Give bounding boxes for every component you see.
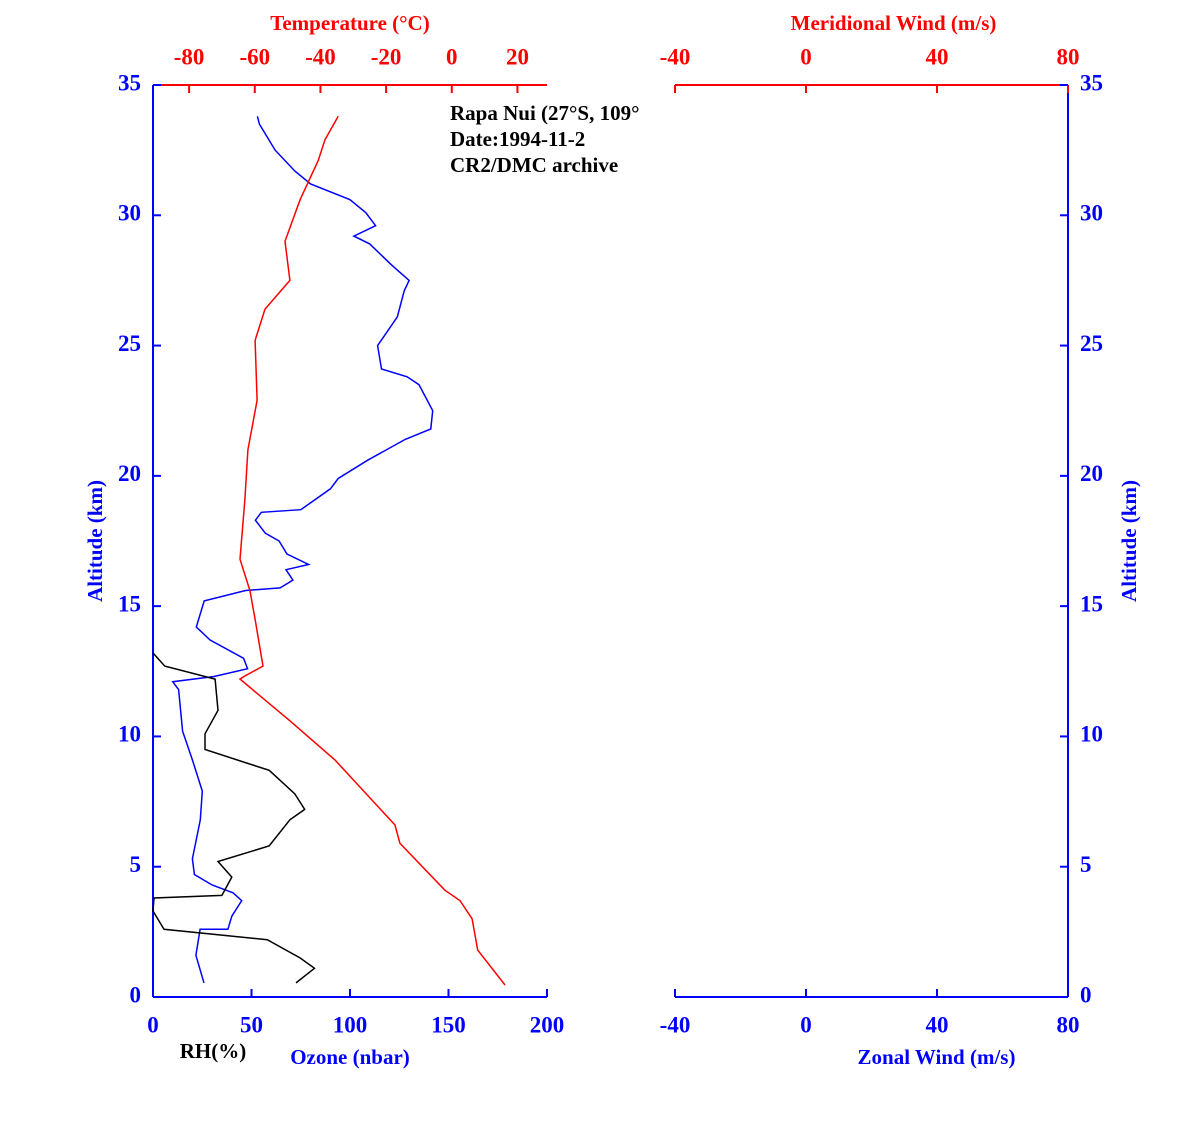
x-tick-label: 0 — [147, 1012, 159, 1037]
x2-axis-label: Meridional Wind (m/s) — [791, 11, 997, 35]
y-tick-label: 5 — [130, 852, 142, 877]
profile-line — [238, 115, 506, 986]
y-tick-label: 0 — [130, 982, 142, 1007]
y-tick-label: 25 — [1080, 331, 1103, 356]
annotation: Rapa Nui (27°S, 109° — [450, 101, 640, 125]
y-tick-label: 15 — [1080, 591, 1103, 616]
x-tick-label: 100 — [333, 1012, 368, 1037]
x-tick-label: 200 — [530, 1012, 565, 1037]
x2-tick-label: 0 — [446, 44, 458, 69]
annotation: Date:1994-11-2 — [450, 127, 585, 151]
y-tick-label: 30 — [1080, 201, 1103, 226]
x2-tick-label: -60 — [239, 44, 270, 69]
profile-line — [171, 116, 434, 984]
x-axis-label: Ozone (nbar) — [290, 1045, 410, 1069]
x2-tick-label: 20 — [506, 44, 529, 69]
x2-axis-label: Temperature (°C) — [270, 11, 429, 35]
y-tick-label: 35 — [118, 70, 141, 95]
x2-tick-label: -20 — [371, 44, 402, 69]
x2-tick-label: 80 — [1057, 44, 1080, 69]
x-tick-label: 40 — [926, 1012, 949, 1037]
x-axis-label: Zonal Wind (m/s) — [858, 1045, 1016, 1069]
profile-line — [152, 652, 316, 984]
x2-tick-label: -40 — [660, 44, 691, 69]
x-tick-label: 50 — [240, 1012, 263, 1037]
x-tick-label: 80 — [1057, 1012, 1080, 1037]
y-tick-label: 10 — [1080, 722, 1103, 747]
y-tick-label: 0 — [1080, 982, 1092, 1007]
rh-label: RH(%) — [180, 1039, 247, 1063]
y-tick-label: 30 — [118, 201, 141, 226]
y-tick-label: 20 — [118, 461, 141, 486]
y-tick-label: 25 — [118, 331, 141, 356]
y-tick-label: 15 — [118, 591, 141, 616]
x-tick-label: 150 — [431, 1012, 466, 1037]
annotation: CR2/DMC archive — [450, 153, 618, 177]
x2-tick-label: -40 — [305, 44, 336, 69]
y-tick-label: 10 — [118, 722, 141, 747]
x2-tick-label: 0 — [800, 44, 812, 69]
y-tick-label: 35 — [1080, 70, 1103, 95]
x-tick-label: -40 — [660, 1012, 691, 1037]
x-tick-label: 0 — [800, 1012, 812, 1037]
y-axis-label: Altitude (km) — [83, 480, 107, 602]
x2-tick-label: -80 — [174, 44, 205, 69]
y-axis-label: Altitude (km) — [1117, 480, 1141, 602]
y-tick-label: 5 — [1080, 852, 1092, 877]
x2-tick-label: 40 — [926, 44, 949, 69]
y-tick-label: 20 — [1080, 461, 1103, 486]
